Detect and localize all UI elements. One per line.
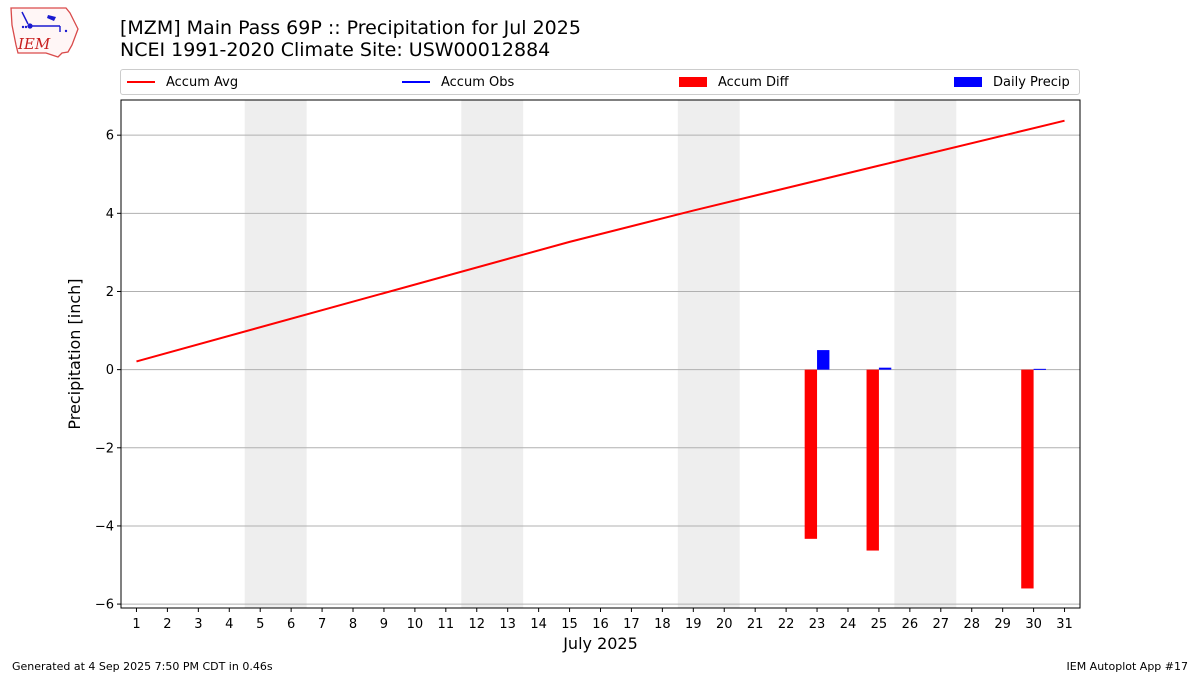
legend-item-accum-avg: Accum Avg bbox=[127, 70, 238, 94]
generated-footer: Generated at 4 Sep 2025 7:50 PM CDT in 0… bbox=[12, 660, 273, 673]
accum-avg-line bbox=[136, 119, 1065, 363]
lines bbox=[136, 119, 1065, 363]
accum-diff-bar bbox=[804, 369, 818, 539]
legend-swatch-daily-precip bbox=[954, 77, 982, 87]
y-tick-label: 2 bbox=[106, 285, 114, 300]
x-tick-label: 26 bbox=[902, 617, 919, 632]
weekend-band bbox=[894, 100, 957, 608]
y-tick-label: −4 bbox=[95, 519, 114, 534]
x-tick-label: 28 bbox=[963, 617, 980, 632]
legend-item-accum-obs: Accum Obs bbox=[402, 70, 514, 94]
x-tick-label: 4 bbox=[225, 617, 233, 632]
x-tick-label: 27 bbox=[933, 617, 950, 632]
accum-diff-bar bbox=[866, 369, 879, 551]
weekend-band bbox=[244, 100, 307, 608]
y-tick-label: −2 bbox=[95, 441, 114, 456]
iem-logo: IEM bbox=[8, 5, 82, 59]
y-tick-label: 4 bbox=[106, 207, 114, 222]
x-tick-label: 18 bbox=[654, 617, 671, 632]
x-tick-label: 15 bbox=[561, 617, 578, 632]
x-tick-label: 30 bbox=[1025, 617, 1042, 632]
accum-diff-bar bbox=[1021, 369, 1034, 589]
chart-title: [MZM] Main Pass 69P :: Precipitation for… bbox=[120, 17, 581, 39]
legend-swatch-accum-obs bbox=[402, 81, 430, 83]
x-tick-label: 8 bbox=[349, 617, 357, 632]
legend-swatch-accum-avg bbox=[127, 81, 155, 83]
legend-label-accum-diff: Accum Diff bbox=[718, 74, 789, 90]
x-tick-label: 22 bbox=[778, 617, 795, 632]
x-tick-label: 6 bbox=[287, 617, 295, 632]
x-tick-label: 20 bbox=[716, 617, 733, 632]
x-tick-label: 1 bbox=[132, 617, 140, 632]
chart-legend: Accum Avg Accum Obs Accum Diff Daily Pre… bbox=[120, 69, 1080, 95]
x-tick-label: 7 bbox=[318, 617, 326, 632]
weekend-band bbox=[677, 100, 740, 608]
x-tick-label: 14 bbox=[530, 617, 547, 632]
legend-swatch-accum-diff bbox=[679, 77, 707, 87]
weekend-band bbox=[461, 100, 524, 608]
x-tick-label: 29 bbox=[994, 617, 1011, 632]
x-tick-label: 9 bbox=[380, 617, 388, 632]
x-tick-label: 2 bbox=[163, 617, 171, 632]
x-tick-label: 31 bbox=[1056, 617, 1073, 632]
chart-subtitle: NCEI 1991-2020 Climate Site: USW00012884 bbox=[120, 39, 551, 61]
x-tick-label: 19 bbox=[685, 617, 702, 632]
daily-precip-bar bbox=[1033, 368, 1046, 370]
x-tick-label: 24 bbox=[840, 617, 857, 632]
x-tick-label: 10 bbox=[407, 617, 424, 632]
x-tick-label: 3 bbox=[194, 617, 202, 632]
y-axis-label: Precipitation [inch] bbox=[65, 278, 84, 429]
bars bbox=[804, 350, 1046, 589]
x-tick-label: 5 bbox=[256, 617, 264, 632]
y-tick-label: −6 bbox=[95, 598, 114, 613]
legend-label-accum-avg: Accum Avg bbox=[166, 74, 239, 90]
x-axis-label: July 2025 bbox=[562, 634, 638, 653]
daily-precip-bar bbox=[878, 367, 892, 370]
svg-text:IEM: IEM bbox=[17, 35, 51, 53]
weekend-shading bbox=[244, 100, 957, 608]
x-tick-label: 25 bbox=[871, 617, 888, 632]
y-tick-label: 0 bbox=[106, 363, 114, 378]
x-tick-label: 17 bbox=[623, 617, 640, 632]
x-tick-label: 16 bbox=[592, 617, 609, 632]
legend-item-accum-diff: Accum Diff bbox=[679, 70, 789, 94]
legend-label-accum-obs: Accum Obs bbox=[441, 74, 515, 90]
app-footer: IEM Autoplot App #17 bbox=[1066, 660, 1189, 673]
legend-label-daily-precip: Daily Precip bbox=[993, 74, 1070, 90]
y-tick-label: 6 bbox=[106, 129, 114, 144]
daily-precip-bar bbox=[817, 350, 830, 370]
x-tick-label: 13 bbox=[499, 617, 516, 632]
gridlines bbox=[121, 134, 1080, 605]
x-tick-label: 12 bbox=[468, 617, 485, 632]
x-tick-label: 23 bbox=[809, 617, 826, 632]
x-tick-label: 11 bbox=[438, 617, 455, 632]
x-tick-label: 21 bbox=[747, 617, 764, 632]
legend-item-daily-precip: Daily Precip bbox=[954, 70, 1070, 94]
